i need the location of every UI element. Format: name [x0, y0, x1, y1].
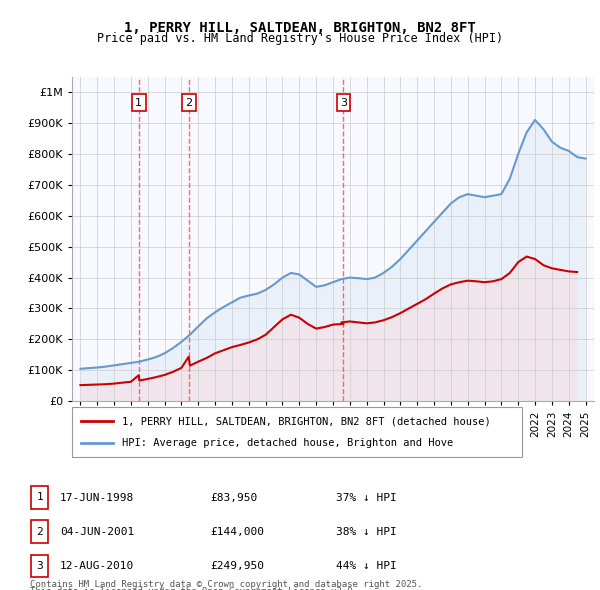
FancyBboxPatch shape	[72, 407, 522, 457]
Text: Contains HM Land Registry data © Crown copyright and database right 2025.: Contains HM Land Registry data © Crown c…	[30, 580, 422, 589]
Text: 38% ↓ HPI: 38% ↓ HPI	[336, 527, 397, 537]
Text: 1: 1	[36, 493, 43, 502]
Text: 2: 2	[185, 98, 192, 107]
FancyBboxPatch shape	[31, 520, 48, 543]
Text: Price paid vs. HM Land Registry's House Price Index (HPI): Price paid vs. HM Land Registry's House …	[97, 32, 503, 45]
Text: 3: 3	[36, 561, 43, 571]
Text: 44% ↓ HPI: 44% ↓ HPI	[336, 562, 397, 571]
Text: 12-AUG-2010: 12-AUG-2010	[60, 562, 134, 571]
FancyBboxPatch shape	[31, 486, 48, 509]
Text: £83,950: £83,950	[210, 493, 257, 503]
Text: 3: 3	[340, 98, 347, 107]
Text: This data is licensed under the Open Government Licence v3.0.: This data is licensed under the Open Gov…	[30, 587, 358, 590]
Text: HPI: Average price, detached house, Brighton and Hove: HPI: Average price, detached house, Brig…	[121, 438, 453, 448]
Text: 1, PERRY HILL, SALTDEAN, BRIGHTON, BN2 8FT: 1, PERRY HILL, SALTDEAN, BRIGHTON, BN2 8…	[124, 21, 476, 35]
Text: 1, PERRY HILL, SALTDEAN, BRIGHTON, BN2 8FT (detached house): 1, PERRY HILL, SALTDEAN, BRIGHTON, BN2 8…	[121, 416, 490, 426]
Text: 04-JUN-2001: 04-JUN-2001	[60, 527, 134, 537]
Text: £249,950: £249,950	[210, 562, 264, 571]
Text: 2: 2	[36, 527, 43, 536]
FancyBboxPatch shape	[31, 555, 48, 577]
Text: 37% ↓ HPI: 37% ↓ HPI	[336, 493, 397, 503]
Text: 1: 1	[135, 98, 142, 107]
Text: 17-JUN-1998: 17-JUN-1998	[60, 493, 134, 503]
Text: £144,000: £144,000	[210, 527, 264, 537]
